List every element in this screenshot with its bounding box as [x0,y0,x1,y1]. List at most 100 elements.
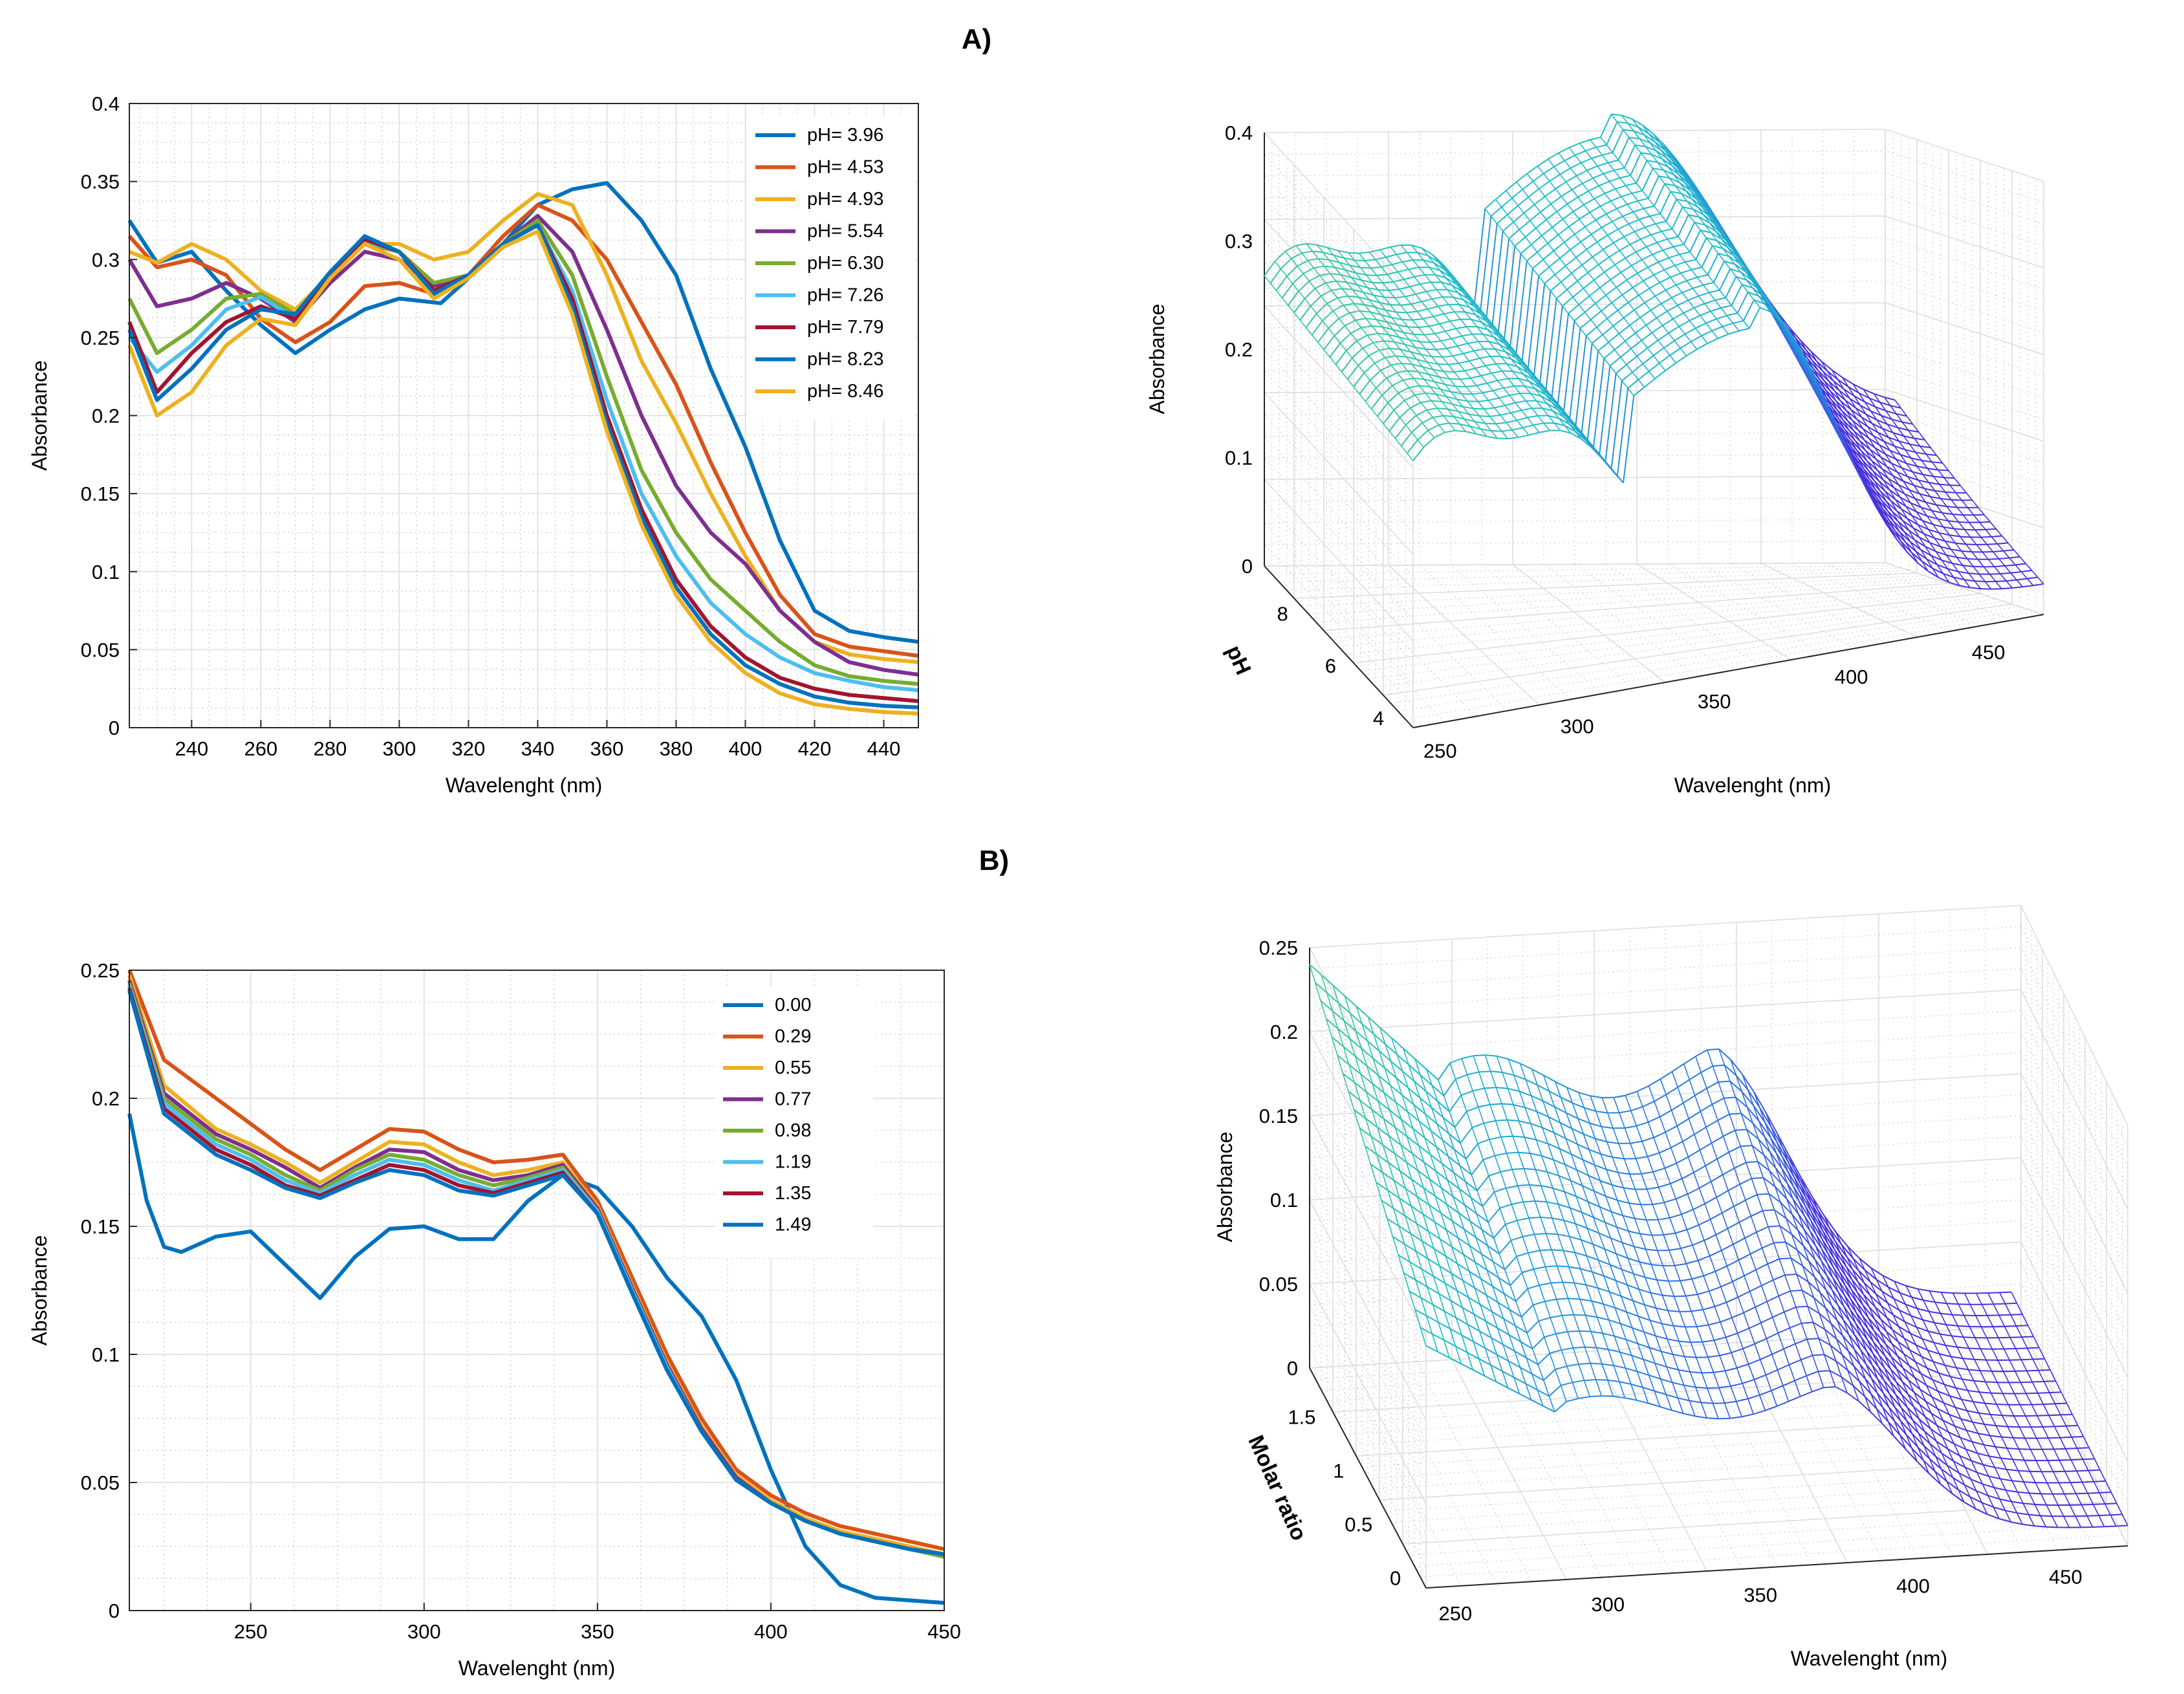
x-tick-label: 300 [1591,1593,1625,1616]
legend-label: pH= 8.23 [807,349,884,370]
panel-a-3d-ticks: 250 300 350 400 450 4 6 8 0 0.1 0.2 0.3 0.4 [1225,122,2006,762]
z-tick-label: 0.1 [1225,447,1253,470]
legend-label: 1.35 [775,1183,811,1204]
x-tick-label: 360 [590,737,624,760]
z-tick-label: 0.4 [1225,122,1253,144]
panel-b-xlabel: Wavelenght (nm) [1791,1647,1947,1670]
y-tick-label: 0.15 [81,1215,120,1238]
y-tick-label: 0 [109,1600,120,1622]
x-tick-label: 450 [927,1620,961,1643]
y-tick-label: 4 [1373,707,1384,730]
panel-a-3d-grid [1264,129,2044,728]
x-tick-label: 440 [867,737,901,760]
x-tick-label: 350 [1698,690,1731,713]
legend-label: 0.00 [775,995,811,1015]
z-tick-label: 0 [1242,555,1253,578]
panel-b-3d-grid [1309,905,2128,1589]
x-tick-label: 320 [452,737,486,760]
x-tick-label: 400 [729,737,762,760]
legend-label: 0.29 [775,1026,811,1047]
x-axis-label: Wavelenght (nm) [446,774,602,797]
y-tick-label: 0.05 [81,638,120,661]
x-tick-label: 400 [754,1620,788,1643]
panel-b-surface-mesh [1309,964,2128,1528]
x-tick-label: 300 [1561,715,1594,737]
series-line-2 [127,974,945,1556]
z-tick-label: 0.25 [1259,937,1298,959]
y-tick-label: 0.35 [81,171,120,193]
z-tick-label: 0.1 [1270,1189,1298,1211]
panel-b-surface-chart: 250 300 350 400 450 0 0.5 1 1.5 0 0.05 0.1 0.15 0.2 0.… [1213,905,2128,1670]
legend-label: 0.98 [775,1120,811,1141]
legend-label: pH= 8.46 [807,381,884,402]
x-tick-label: 400 [1896,1574,1930,1597]
x-tick-label: 250 [1423,739,1457,762]
y-tick-label: 0.5 [1345,1513,1372,1536]
series-line-8 [127,229,919,716]
x-tick-label: 450 [2049,1565,2082,1588]
z-tick-label: 0.2 [1225,338,1253,361]
z-tick-label: 0.3 [1225,230,1253,253]
x-tick-label: 450 [1972,641,2006,664]
y-tick-label: 0.15 [81,483,120,505]
series-line-4 [127,218,919,686]
z-tick-label: 0.15 [1259,1105,1298,1127]
y-tick-label: 0 [1390,1567,1401,1589]
legend: pH= 3.96 pH= 4.53 pH= 4.93 pH= 5.54 pH= 6.30… [747,116,915,420]
y-tick-label: 0.05 [81,1471,120,1494]
legend: 0.00 0.29 0.55 0.77 0.98 1.19 1.35 1.49 [715,986,873,1258]
panel-a-title: A) [962,23,991,55]
y-tick-label: 8 [1277,603,1288,625]
y-tick-label: 0 [109,717,120,739]
z-tick-label: 0.05 [1259,1273,1298,1296]
series-line-7 [127,990,945,1556]
legend-label: pH= 3.96 [807,125,884,146]
panel-b-3d-ticks: 250 300 350 400 450 0 0.5 1 1.5 0 0.05 0.1 0.15 0.2 0.… [1259,937,2082,1625]
x-tick-label: 340 [521,737,555,760]
x-tick-label: 240 [175,737,208,760]
x-tick-label: 280 [313,737,347,760]
y-tick-label: 0.2 [92,405,120,428]
x-axis-label: Wavelenght (nm) [459,1656,615,1680]
panel-a-surface-mesh [1264,113,2044,590]
y-tick-label: 1.5 [1288,1406,1315,1429]
legend-label: 0.55 [775,1058,811,1078]
legend-label: pH= 6.30 [807,253,884,274]
series-line-0 [127,1113,945,1605]
panel-b-line-chart: 250 300 350 400 450 0 0.05 0.1 0.15 0.2 0.25 Wavele… [28,959,961,1680]
x-tick-label: 400 [1835,666,1868,688]
z-tick-label: 0.2 [1270,1021,1298,1043]
z-tick-label: 0 [1287,1357,1298,1380]
panel-b-title: B) [979,845,1009,876]
x-tick-label: 250 [234,1620,268,1643]
y-tick-label: 6 [1325,655,1336,677]
legend-label: 0.77 [775,1089,811,1110]
y-tick-label: 0.3 [92,248,120,271]
series-line-1 [127,969,945,1551]
x-tick-label: 250 [1439,1602,1473,1625]
y-tick-label: 0.1 [92,561,120,583]
y-tick-label: 0.2 [92,1087,120,1110]
series-line-0 [127,181,919,644]
y-tick-label: 0.1 [92,1343,120,1366]
y-tick-label: 1 [1333,1460,1344,1482]
x-tick-label: 260 [244,737,277,760]
panel-a-xlabel: Wavelenght (nm) [1674,774,1831,797]
x-tick-label: 300 [407,1620,441,1643]
panel-a-ylabel: pH [1221,642,1255,679]
x-tick-label: 350 [581,1620,614,1643]
y-axis-label: Absorbance [28,1235,51,1346]
y-axis-label: Absorbance [28,360,51,471]
y-tick-label: 0.4 [92,92,120,115]
panel-b-ylabel: Molar ratio [1243,1431,1311,1544]
panel-a-zlabel: Absorbance [1145,304,1169,415]
legend-label: pH= 4.93 [807,189,884,210]
legend-label: 1.19 [775,1152,811,1173]
x-tick-label: 420 [798,737,832,760]
x-tick-label: 300 [383,737,416,760]
y-tick-label: 0.25 [81,959,120,982]
x-tick-label: 350 [1744,1584,1777,1607]
legend-label: 1.49 [775,1215,811,1235]
x-tick-label: 380 [660,737,693,760]
